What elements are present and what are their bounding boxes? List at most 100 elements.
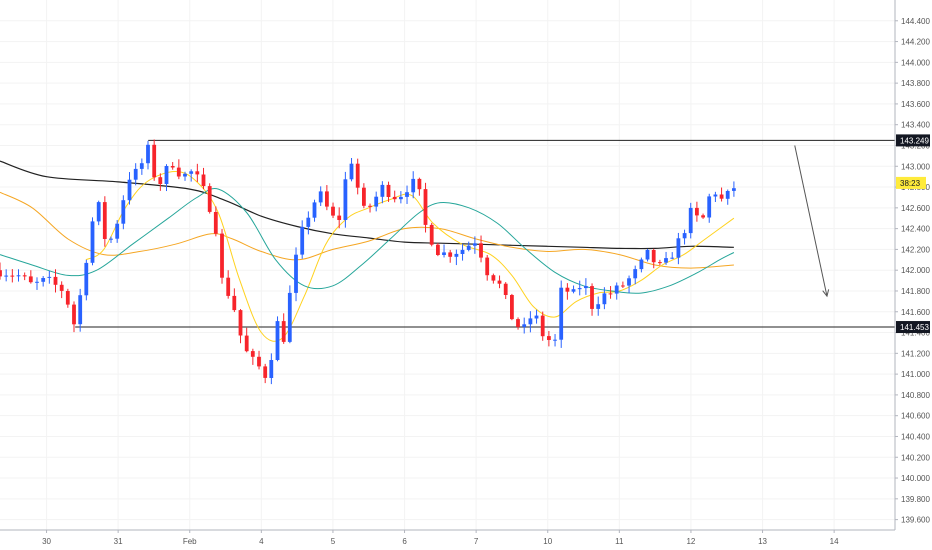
candle-body — [16, 275, 21, 277]
y-tick-label: 140.000 — [901, 474, 930, 483]
candle-body — [695, 207, 699, 216]
candle-body — [682, 233, 687, 239]
candle-body — [473, 243, 477, 246]
candle-body — [713, 194, 718, 197]
level-price-tag-label: 141.453 — [900, 323, 929, 332]
candle-body — [189, 171, 194, 174]
projection-arrow — [794, 145, 830, 298]
candle-body — [158, 177, 163, 184]
candle-body — [497, 280, 502, 284]
candle-body — [608, 293, 613, 295]
candle-body — [102, 202, 107, 239]
candle-body — [534, 315, 539, 319]
candle-body — [213, 212, 218, 234]
x-tick-label: 6 — [402, 537, 407, 546]
x-tick-label: Feb — [183, 537, 197, 546]
y-tick-label: 140.400 — [901, 432, 930, 441]
candle-body — [368, 205, 372, 207]
y-tick-label: 142.400 — [901, 225, 930, 234]
candle-body — [22, 275, 27, 277]
candle-body — [374, 196, 379, 207]
y-tick-label: 140.600 — [901, 412, 930, 421]
x-tick-label: 4 — [259, 537, 264, 546]
candle-body — [571, 289, 576, 292]
candle-body — [503, 283, 508, 295]
candle-body — [707, 196, 712, 218]
candle-body — [645, 250, 650, 260]
candle-body — [392, 196, 397, 200]
candle-body — [510, 295, 514, 320]
candle-body — [454, 253, 459, 257]
candle-body — [701, 215, 705, 218]
candle-body — [725, 191, 730, 199]
y-tick-label: 144.400 — [901, 17, 930, 26]
candle-body — [152, 144, 157, 178]
candles — [0, 139, 736, 385]
candle-body — [651, 250, 656, 263]
candle-body — [386, 184, 391, 197]
y-tick-label: 142.600 — [901, 204, 930, 213]
y-tick-label: 141.000 — [901, 370, 930, 379]
candle-body — [633, 269, 638, 279]
y-tick-label: 139.800 — [901, 495, 930, 504]
candle-body — [639, 259, 644, 270]
candle-body — [300, 226, 305, 255]
y-tick-label: 143.600 — [901, 100, 930, 109]
candle-body — [176, 167, 181, 177]
candle-body — [195, 171, 200, 175]
candle-body — [343, 179, 348, 220]
price-tags: 143.249 141.453 38:23 — [896, 134, 930, 334]
x-tick-label: 12 — [686, 537, 695, 546]
candle-body — [59, 284, 64, 291]
arrow-head — [822, 289, 830, 298]
candle-body — [577, 288, 582, 290]
candle-body — [688, 207, 693, 234]
x-tick-label: 11 — [615, 537, 624, 546]
x-tick-label: 31 — [114, 537, 123, 546]
candle-body — [528, 318, 533, 325]
candle-body — [460, 249, 465, 254]
candle-body — [139, 163, 144, 169]
candle-body — [127, 179, 132, 201]
price-axis[interactable]: 139.600 139.800 140.000 140.200 140.400 140.6… — [895, 17, 930, 525]
candle-body — [53, 276, 58, 285]
candle-body — [250, 351, 255, 357]
candle-body — [442, 252, 446, 255]
x-tick-label: 14 — [830, 537, 839, 546]
time-axis[interactable]: 30 31 Feb 4 5 6 7 10 11 12 13 14 — [42, 530, 839, 546]
candle-body — [41, 278, 46, 282]
candle-body — [553, 339, 557, 341]
candle-body — [540, 315, 545, 337]
current-price-tag-label: 38:23 — [900, 179, 921, 188]
candle-body — [436, 244, 440, 255]
candle-body — [362, 187, 366, 206]
candle-body — [10, 275, 15, 277]
candle-body — [614, 285, 619, 294]
candle-body — [207, 186, 212, 212]
y-tick-label: 143.400 — [901, 121, 930, 130]
candle-body — [380, 184, 385, 197]
candle-body — [516, 319, 520, 327]
x-tick-label: 10 — [543, 537, 552, 546]
candle-body — [732, 188, 736, 191]
candle-body — [318, 191, 323, 203]
candle-body — [183, 173, 187, 177]
candle-body — [146, 144, 150, 164]
candle-body — [423, 189, 428, 225]
level-lines — [75, 139, 895, 328]
candle-body — [670, 257, 675, 259]
candle-body — [72, 304, 76, 325]
candle-body — [170, 166, 175, 168]
x-tick-label: 30 — [42, 537, 51, 546]
candle-body — [627, 278, 631, 286]
moving-average-line — [0, 160, 734, 250]
candle-body — [405, 192, 409, 197]
candle-body — [133, 168, 138, 180]
candle-body — [429, 224, 434, 245]
candle-body — [411, 178, 416, 193]
candle-body — [312, 202, 317, 218]
current-price-tag — [896, 176, 926, 189]
y-tick-label: 140.200 — [901, 453, 930, 462]
candle-body — [596, 304, 601, 309]
